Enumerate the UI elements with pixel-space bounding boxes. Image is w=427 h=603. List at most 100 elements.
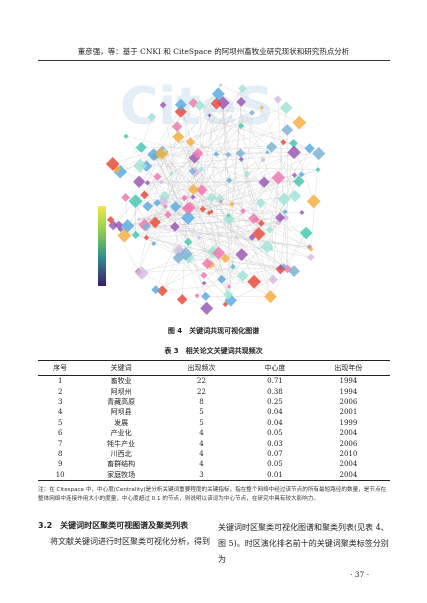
network-node	[279, 101, 293, 115]
figure-caption: 图 4 关键词共现可视化图谱	[167, 327, 260, 335]
network-node	[169, 171, 174, 176]
table-row: 3 青藏高原 8 0.25 2006	[38, 397, 390, 407]
network-node	[217, 274, 227, 284]
network-edge	[220, 84, 300, 123]
network-node	[146, 217, 151, 222]
network-node	[248, 233, 256, 241]
network-node	[176, 294, 188, 305]
table-cell: 1999	[339, 418, 358, 427]
network-node	[134, 266, 149, 280]
network-node	[140, 190, 149, 200]
network-node	[153, 199, 161, 207]
table-cell: 阿坝州	[110, 387, 132, 396]
table-cell: 5	[199, 418, 204, 427]
network-edge	[219, 152, 295, 200]
table-row: 1 畜牧业 22 0.71 1994	[38, 376, 390, 387]
network-node	[200, 271, 208, 279]
table-cell: 4	[199, 460, 204, 469]
network-node	[225, 151, 232, 158]
table-row: 6 产业化 4 0.05 2004	[38, 428, 390, 438]
network-edge	[162, 201, 272, 250]
network-edge	[230, 279, 274, 301]
network-node	[181, 210, 195, 225]
network-node	[304, 143, 315, 154]
table-cell: 4	[199, 439, 204, 448]
header-row: 序号 关键词 出现频次 中心度 出现年份	[38, 360, 390, 376]
network-edge	[138, 267, 281, 272]
network-edge	[207, 263, 271, 297]
network	[105, 82, 326, 315]
network-node	[249, 109, 255, 116]
network-edge	[176, 126, 234, 267]
table-caption: 表 3 相关论文关键词共现频次	[164, 347, 263, 355]
network-edge	[125, 136, 198, 154]
network-edge	[135, 222, 279, 236]
network-node	[258, 176, 270, 188]
network-node	[306, 194, 321, 209]
network-edge	[269, 177, 279, 230]
table-cell: 2001	[339, 408, 358, 417]
network-edge	[146, 125, 242, 227]
network-node	[259, 105, 264, 110]
network-edge	[222, 102, 231, 301]
network-node	[209, 209, 214, 214]
network-edge	[174, 226, 310, 248]
network-edge	[216, 154, 262, 224]
network-node	[201, 258, 213, 270]
table-cell: 0.38	[267, 387, 283, 396]
network-node	[207, 113, 212, 118]
network-node	[179, 247, 193, 261]
network-node	[159, 101, 167, 109]
network-figure: CiteS	[90, 64, 340, 322]
network-edge	[141, 272, 207, 309]
network-node	[172, 130, 185, 143]
table-cell: 4	[199, 449, 204, 458]
network-node	[190, 194, 196, 200]
network-edge	[241, 101, 248, 175]
network-edge	[192, 101, 242, 172]
network-node	[235, 248, 249, 262]
network-node	[216, 96, 230, 110]
table-cell: 6	[57, 429, 63, 438]
table-cell: 青藏高原	[107, 397, 136, 406]
network-node	[131, 230, 140, 240]
network-node	[169, 200, 182, 213]
network-edge	[161, 112, 253, 183]
network-node	[218, 199, 224, 204]
running-header: 董彦强，等：基于 CNKI 和 CiteSpace 的阿坝州畜牧业研究现状和研究…	[77, 47, 350, 56]
column-header: 出现频次	[159, 360, 244, 376]
table-cell: 家庭牧场	[107, 470, 136, 479]
network-node	[264, 290, 277, 304]
network-edge	[161, 181, 307, 234]
network-edge	[209, 212, 284, 267]
network-node	[240, 208, 246, 214]
table-cell: 产业化	[110, 429, 132, 438]
table-row: 7 牦牛产业 4 0.03 2006	[38, 438, 390, 448]
network-node	[142, 200, 153, 212]
network-node	[147, 112, 157, 122]
table-cell: 22	[197, 377, 206, 386]
network-node	[158, 179, 165, 185]
network-node	[133, 158, 148, 173]
network-edge	[193, 159, 242, 190]
column-header: 关键词	[82, 360, 160, 376]
table-cell: 2006	[339, 397, 358, 406]
network-edge	[180, 111, 244, 212]
network-edge	[241, 107, 287, 160]
network-node	[199, 205, 207, 213]
network-edge	[165, 150, 219, 254]
network-node	[255, 197, 266, 208]
network-node	[236, 269, 249, 282]
network-node	[185, 137, 196, 147]
network-edge	[161, 153, 281, 270]
paragraph: 关键词时区聚类可视化图谱和聚类列表(见表 4、图 5)。时区演化排名前十的关键词…	[218, 523, 389, 564]
network-node	[238, 156, 244, 162]
network-node	[280, 139, 287, 146]
section-heading: 3.2 关键词时区聚类可视图谱及聚类列表	[38, 521, 189, 530]
network-edge	[178, 136, 203, 191]
network-edge	[155, 156, 222, 202]
table-row: 4 阿坝县 5 0.04 2001	[38, 407, 390, 417]
network-edge	[158, 156, 206, 297]
table-cell: 0.05	[267, 460, 283, 469]
network-node	[268, 274, 279, 285]
